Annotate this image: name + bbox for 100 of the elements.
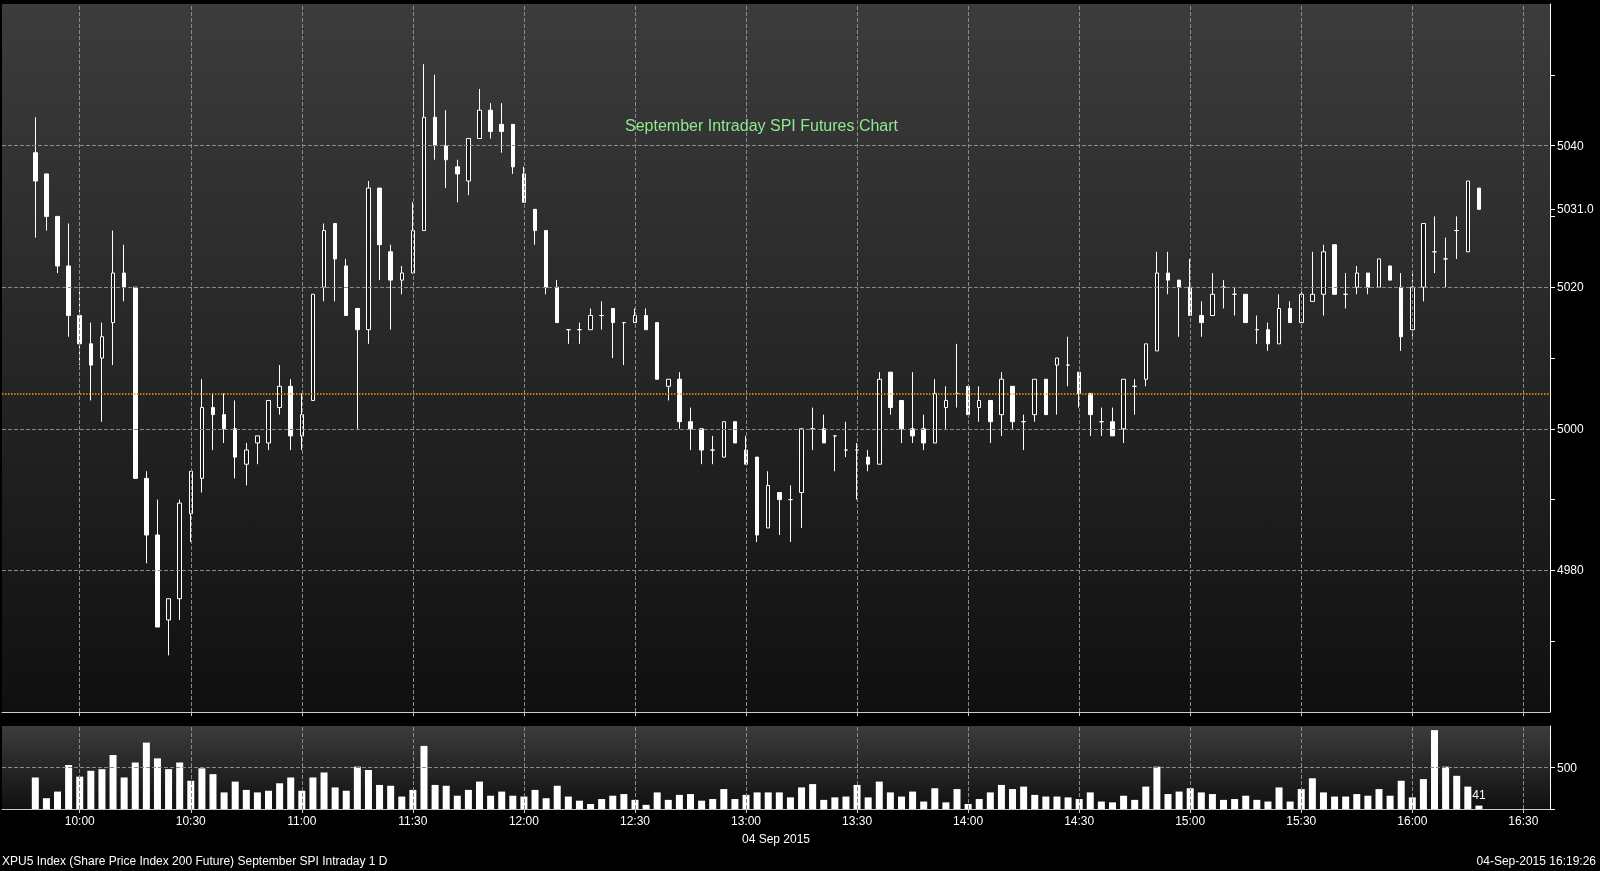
candlestick bbox=[1277, 293, 1281, 345]
bar bbox=[642, 804, 650, 809]
bar bbox=[131, 762, 139, 809]
bar bbox=[87, 770, 95, 809]
bar bbox=[620, 794, 628, 809]
candlestick bbox=[222, 392, 226, 444]
bar bbox=[1131, 799, 1139, 809]
x-tick-label: 16:00 bbox=[1397, 814, 1428, 828]
candlestick bbox=[1243, 293, 1248, 324]
bar bbox=[1319, 792, 1327, 809]
bar bbox=[1264, 801, 1272, 809]
bar bbox=[1242, 795, 1250, 809]
bar bbox=[1042, 796, 1050, 809]
candlestick bbox=[1210, 272, 1215, 317]
bar bbox=[1408, 797, 1416, 809]
candlestick bbox=[655, 322, 659, 380]
bar bbox=[786, 797, 794, 809]
bar bbox=[165, 769, 173, 809]
candlestick bbox=[810, 407, 815, 451]
candlestick bbox=[355, 307, 360, 430]
candlestick bbox=[633, 307, 637, 324]
candlestick bbox=[466, 138, 471, 196]
candlestick bbox=[733, 421, 737, 444]
candlestick bbox=[133, 286, 138, 479]
candlestick bbox=[1221, 279, 1226, 309]
bar bbox=[442, 785, 450, 809]
y-tick-label: 5031.0 bbox=[1557, 202, 1595, 217]
bar bbox=[675, 794, 683, 809]
bar bbox=[387, 785, 395, 809]
candlestick bbox=[366, 180, 371, 345]
candlestick bbox=[55, 215, 60, 274]
bar bbox=[1375, 789, 1383, 809]
candlestick bbox=[166, 598, 171, 656]
candlestick bbox=[433, 74, 437, 161]
candlestick bbox=[1188, 258, 1192, 317]
bar bbox=[564, 796, 572, 809]
candlestick bbox=[599, 300, 604, 331]
x-tick-label: 13:00 bbox=[731, 814, 762, 828]
candlestick bbox=[288, 378, 293, 451]
candlestick bbox=[1443, 237, 1448, 288]
candlestick bbox=[300, 392, 304, 451]
candlestick bbox=[755, 456, 759, 543]
bar bbox=[498, 791, 506, 809]
x-tick-label: 15:00 bbox=[1175, 814, 1206, 828]
candlestick bbox=[200, 378, 204, 494]
bar bbox=[220, 792, 228, 809]
text: September Intraday SPI Futures Chart bbox=[625, 116, 899, 134]
candlestick bbox=[944, 385, 948, 430]
candlestick bbox=[577, 322, 582, 345]
bar bbox=[553, 785, 561, 809]
bar bbox=[1175, 791, 1183, 809]
bar bbox=[476, 781, 483, 809]
candlestick bbox=[611, 307, 615, 359]
candlestick bbox=[511, 123, 515, 175]
candlestick bbox=[1055, 357, 1059, 416]
bar bbox=[820, 799, 828, 809]
bar bbox=[1108, 802, 1116, 809]
bar bbox=[1031, 794, 1039, 809]
x-tick-label: 14:30 bbox=[1064, 814, 1095, 828]
bar bbox=[575, 800, 583, 809]
candlestick bbox=[888, 371, 893, 416]
bar bbox=[1308, 778, 1316, 809]
bar bbox=[231, 781, 239, 809]
bar bbox=[1386, 795, 1394, 809]
bar bbox=[42, 798, 50, 809]
bar bbox=[1020, 786, 1028, 809]
candlestick bbox=[189, 470, 193, 543]
bar bbox=[65, 765, 73, 809]
candlestick bbox=[777, 492, 782, 536]
bar bbox=[653, 792, 661, 809]
bar bbox=[31, 777, 39, 809]
bar bbox=[864, 797, 872, 809]
candlestick bbox=[877, 371, 882, 465]
bar bbox=[698, 800, 706, 809]
bar bbox=[1397, 780, 1405, 809]
y-tick-label: 5000 bbox=[1557, 421, 1585, 436]
data-label: 41 bbox=[1472, 787, 1486, 802]
candlestick bbox=[1421, 222, 1426, 302]
x-tick-label: 16:30 bbox=[1508, 814, 1539, 828]
bar bbox=[1419, 779, 1427, 809]
bar bbox=[242, 789, 250, 809]
bar bbox=[1231, 799, 1239, 809]
candlestick bbox=[999, 371, 1004, 437]
bar bbox=[120, 777, 128, 809]
bar bbox=[809, 784, 817, 809]
candlestick bbox=[1132, 378, 1137, 416]
bar bbox=[1153, 766, 1161, 809]
x-tick-label: 12:30 bbox=[619, 814, 651, 828]
candlestick bbox=[344, 258, 348, 317]
candlestick bbox=[788, 484, 793, 543]
x-tick-label: 10:00 bbox=[64, 814, 96, 828]
candlestick bbox=[844, 421, 848, 458]
bar bbox=[1164, 794, 1172, 809]
candlestick bbox=[722, 421, 726, 458]
bar bbox=[920, 801, 928, 809]
bar bbox=[542, 798, 550, 809]
bar bbox=[1286, 801, 1294, 809]
bar bbox=[309, 777, 317, 809]
bar bbox=[253, 792, 261, 809]
x-tick-label: 11:30 bbox=[398, 814, 428, 828]
